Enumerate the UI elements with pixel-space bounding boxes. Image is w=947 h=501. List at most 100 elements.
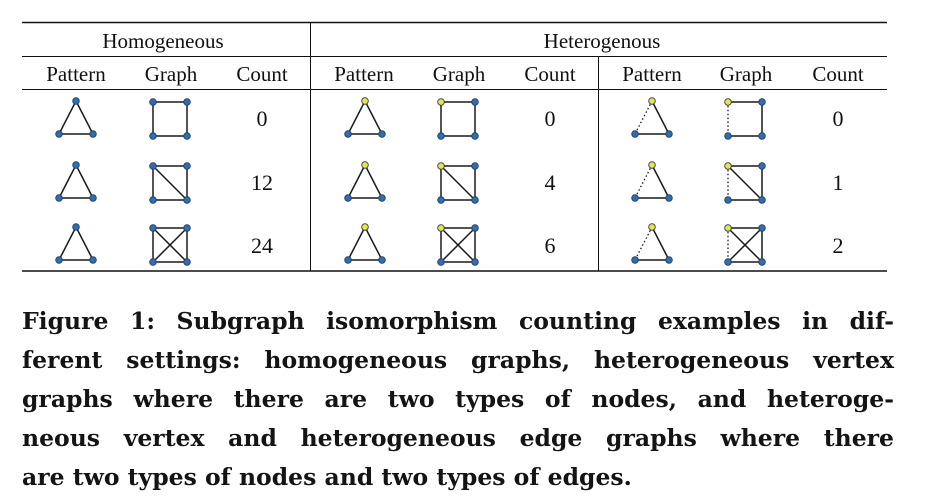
graph-node bbox=[437, 132, 445, 140]
solid-edge bbox=[152, 227, 188, 263]
graph-node bbox=[72, 97, 80, 105]
column-header: Count bbox=[812, 62, 864, 86]
figure-table: Homogeneous Heterogenous Pattern Graph C… bbox=[22, 21, 887, 272]
square-graph-icon bbox=[724, 98, 766, 140]
graph-node bbox=[437, 196, 445, 204]
count-hetero-edge-row1: 0 bbox=[833, 106, 844, 131]
graph-node bbox=[648, 161, 656, 169]
graph-node bbox=[631, 256, 639, 264]
graph-node bbox=[378, 130, 386, 138]
graph-node bbox=[89, 256, 97, 264]
count-hetero-edge-row3: 2 bbox=[833, 233, 844, 258]
graph-node bbox=[361, 97, 369, 105]
graph-node bbox=[149, 224, 157, 232]
solid-edge bbox=[75, 226, 94, 261]
solid-edge bbox=[727, 165, 763, 201]
solid-edge bbox=[440, 227, 476, 263]
count-hetero-edge-row2: 1 bbox=[833, 170, 844, 195]
solid-edge bbox=[651, 226, 670, 261]
graph-node bbox=[437, 98, 445, 106]
graph-node bbox=[648, 223, 656, 231]
graph-node bbox=[758, 258, 766, 266]
graph-node bbox=[724, 224, 732, 232]
graph-node bbox=[344, 130, 352, 138]
graph-node bbox=[183, 224, 191, 232]
graph-node bbox=[437, 224, 445, 232]
group-header-homogeneous: Homogeneous bbox=[102, 29, 223, 53]
triangle-pattern-icon bbox=[631, 97, 673, 138]
dotted-edge bbox=[634, 226, 653, 261]
caption-line: Figure 1: Subgraph isomorphism counting … bbox=[22, 307, 894, 335]
graph-node bbox=[471, 98, 479, 106]
solid-edge bbox=[58, 100, 77, 135]
square-two-diagonals-graph-icon bbox=[724, 224, 766, 266]
triangle-pattern-icon bbox=[55, 161, 97, 202]
graph-node bbox=[471, 224, 479, 232]
triangle-pattern-icon bbox=[344, 223, 386, 264]
graph-node bbox=[724, 98, 732, 106]
graph-node bbox=[378, 256, 386, 264]
graph-node bbox=[55, 194, 63, 202]
graph-node bbox=[471, 196, 479, 204]
count-homogeneous-row1: 0 bbox=[257, 106, 268, 131]
triangle-pattern-icon bbox=[631, 223, 673, 264]
caption-line: graphs where there are two types of node… bbox=[22, 385, 894, 413]
solid-edge bbox=[440, 165, 476, 201]
triangle-pattern-icon bbox=[631, 161, 673, 202]
count-homogeneous-row2: 12 bbox=[251, 170, 273, 195]
solid-edge bbox=[152, 165, 188, 201]
caption-line: are two types of nodes and two types of … bbox=[22, 463, 632, 491]
graph-node bbox=[471, 132, 479, 140]
solid-edge bbox=[75, 100, 94, 135]
dotted-edge bbox=[634, 164, 653, 199]
graph-node bbox=[183, 258, 191, 266]
dotted-edge bbox=[634, 100, 653, 135]
graph-node bbox=[72, 223, 80, 231]
solid-edge bbox=[364, 164, 383, 199]
graph-node bbox=[648, 97, 656, 105]
solid-edge bbox=[58, 164, 77, 199]
graph-node bbox=[344, 194, 352, 202]
graph-node bbox=[471, 162, 479, 170]
solid-edge bbox=[347, 100, 366, 135]
graph-node bbox=[55, 256, 63, 264]
graph-node bbox=[149, 162, 157, 170]
count-hetero-vertex-row3: 6 bbox=[545, 233, 556, 258]
solid-edge bbox=[58, 226, 77, 261]
graph-node bbox=[758, 98, 766, 106]
graph-node bbox=[724, 196, 732, 204]
caption-line: neous vertex and heterogeneous edge grap… bbox=[22, 424, 894, 452]
graph-node bbox=[631, 130, 639, 138]
solid-edge bbox=[347, 226, 366, 261]
graph-node bbox=[758, 162, 766, 170]
solid-edge bbox=[347, 164, 366, 199]
triangle-pattern-icon bbox=[344, 97, 386, 138]
triangle-pattern-icon bbox=[55, 97, 97, 138]
solid-edge bbox=[651, 164, 670, 199]
graph-node bbox=[149, 196, 157, 204]
triangle-pattern-icon bbox=[55, 223, 97, 264]
solid-edge bbox=[364, 100, 383, 135]
column-header: Pattern bbox=[334, 62, 394, 86]
square-graph-icon bbox=[437, 98, 479, 140]
graph-node bbox=[183, 98, 191, 106]
graph-node bbox=[183, 162, 191, 170]
graph-node bbox=[72, 161, 80, 169]
graph-node bbox=[437, 258, 445, 266]
square-two-diagonals-graph-icon bbox=[149, 224, 191, 266]
square-two-diagonals-graph-icon bbox=[437, 224, 479, 266]
triangle-pattern-icon bbox=[344, 161, 386, 202]
solid-edge bbox=[364, 226, 383, 261]
group-header-heterogenous: Heterogenous bbox=[544, 29, 661, 53]
graph-node bbox=[89, 130, 97, 138]
graph-node bbox=[437, 162, 445, 170]
graph-node bbox=[471, 258, 479, 266]
column-header: Graph bbox=[720, 62, 773, 86]
graph-node bbox=[149, 98, 157, 106]
count-hetero-vertex-row2: 4 bbox=[545, 170, 556, 195]
solid-edge bbox=[651, 100, 670, 135]
column-header: Count bbox=[236, 62, 288, 86]
graph-node bbox=[149, 258, 157, 266]
square-one-diagonal-graph-icon bbox=[149, 162, 191, 204]
graph-node bbox=[665, 256, 673, 264]
